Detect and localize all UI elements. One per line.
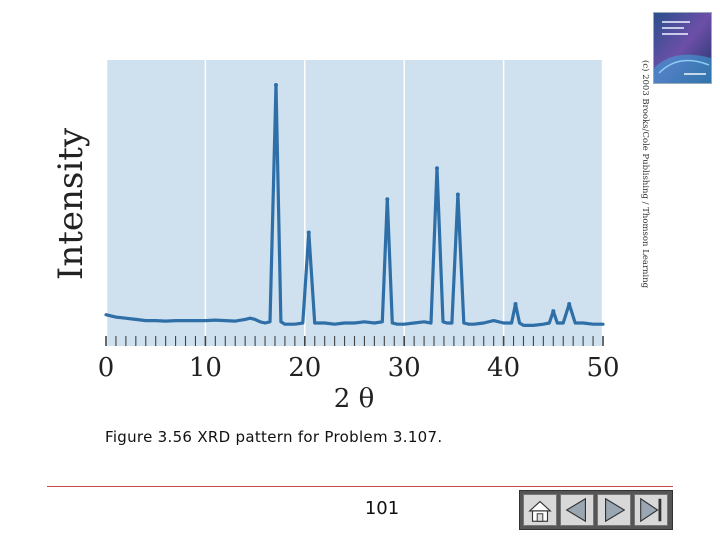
- triangle-right-icon: [605, 497, 626, 523]
- end-button[interactable]: [634, 494, 668, 526]
- diffraction-peak: [273, 83, 278, 87]
- diffraction-peak: [385, 197, 390, 202]
- page-number: 101: [364, 498, 400, 519]
- figure-caption: Figure 3.56 XRD pattern for Problem 3.10…: [105, 428, 443, 446]
- x-tick-label: 0: [98, 353, 115, 383]
- xrd-trace-line: [104, 83, 605, 327]
- diffraction-peak: [513, 301, 518, 306]
- x-tick-labels: 0 10 20 30 40 50: [98, 353, 620, 383]
- forward-button[interactable]: [597, 494, 631, 526]
- copyright-notice: (c) 2003 Brooks/Cole Publishing / Thomso…: [640, 60, 651, 289]
- diffraction-peak: [435, 166, 440, 171]
- y-axis-label: Intensity: [51, 127, 91, 280]
- back-button[interactable]: [560, 494, 594, 526]
- x-tick-label: 10: [189, 353, 222, 383]
- gridlines: [104, 60, 605, 346]
- home-button[interactable]: [523, 494, 557, 526]
- diffraction-peak: [455, 192, 460, 197]
- diffraction-peak: [567, 301, 572, 306]
- x-tick-label: 50: [586, 353, 619, 383]
- diffraction-peak: [551, 309, 556, 314]
- triangle-left-icon: [565, 497, 586, 523]
- slide-navigation: [519, 490, 673, 530]
- peak-markers: [273, 83, 572, 314]
- diffraction-peak: [306, 230, 311, 235]
- plot-area: [106, 60, 603, 346]
- footer-divider: [47, 486, 673, 487]
- book-cover-image: [653, 12, 712, 84]
- x-tick-label: 20: [288, 353, 321, 383]
- x-minor-ticks: [105, 336, 604, 346]
- x-tick-label: 40: [487, 353, 520, 383]
- x-tick-label: 30: [388, 353, 421, 383]
- x-axis-label: 2 θ: [334, 384, 374, 414]
- home-icon: [528, 500, 552, 522]
- skip-end-icon: [640, 497, 662, 523]
